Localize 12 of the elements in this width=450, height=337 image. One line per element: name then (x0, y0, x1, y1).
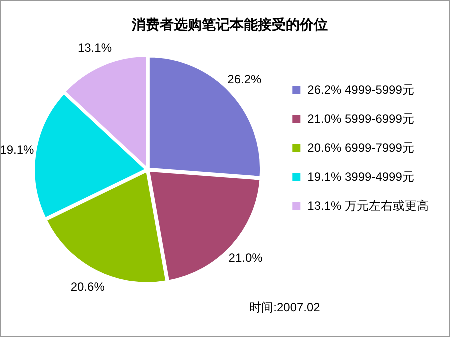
data-label: 19.1% (0, 142, 34, 157)
legend-label: 26.2% 4999-5999元 (308, 82, 414, 97)
data-label: 13.1% (78, 41, 112, 56)
data-label: 20.6% (70, 280, 106, 294)
text: 时间:2007.02 (250, 300, 321, 314)
data-label: 26.2% (228, 72, 262, 86)
legend-label: 20.6% 6999-7999元 (308, 140, 414, 155)
chart-title: 消费者选购笔记本能接受的价位 (131, 16, 328, 32)
data-label: 21.0% (228, 250, 264, 265)
legend-label: 19.1% 3999-4999元 (308, 170, 414, 184)
legend-label: 13.1% 万元左右或更高 (308, 198, 429, 213)
legend-label: 21.0% 5999-6999元 (308, 112, 414, 126)
